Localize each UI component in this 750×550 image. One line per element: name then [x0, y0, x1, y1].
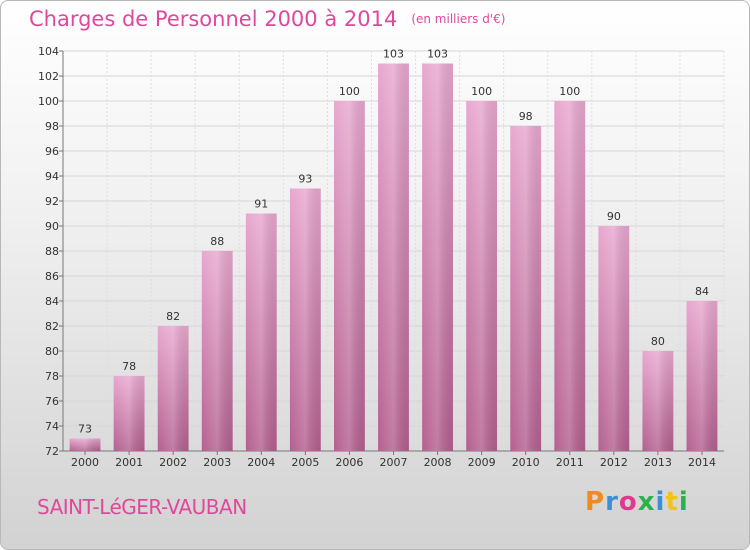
data-label: 80 [651, 335, 665, 348]
data-label: 88 [210, 235, 224, 248]
data-label: 98 [519, 110, 533, 123]
y-tick-label: 90 [45, 220, 59, 233]
x-tick-label: 2008 [424, 456, 452, 469]
y-tick-label: 84 [45, 295, 59, 308]
bar-highlight [69, 438, 101, 451]
logo-letter: r [605, 487, 619, 517]
x-tick-label: 2002 [159, 456, 187, 469]
y-tick-label: 100 [38, 95, 59, 108]
data-label: 78 [122, 360, 136, 373]
data-label: 103 [427, 48, 448, 61]
data-label: 100 [471, 85, 492, 98]
x-tick-label: 2006 [335, 456, 363, 469]
bar-highlight [289, 188, 321, 451]
y-tick-label: 78 [45, 370, 59, 383]
y-tick-label: 74 [45, 420, 59, 433]
y-tick-label: 88 [45, 245, 59, 258]
x-tick-label: 2007 [380, 456, 408, 469]
bar-highlight [378, 63, 409, 451]
bar-highlight [598, 226, 630, 451]
bar-highlight [686, 301, 718, 451]
logo-letter: t [665, 487, 679, 517]
bar-highlight [422, 63, 453, 451]
y-tick-label: 92 [45, 195, 59, 208]
data-label: 100 [559, 85, 580, 98]
x-tick-label: 2001 [115, 456, 143, 469]
y-tick-label: 96 [45, 145, 59, 158]
x-tick-label: 2003 [203, 456, 231, 469]
bar-highlight [510, 126, 542, 451]
data-label: 93 [298, 173, 312, 186]
place-name: SAINT-LéGER-VAUBAN [37, 495, 247, 519]
bar-highlight [245, 213, 277, 451]
proxiti-logo[interactable]: Proxiti [585, 487, 689, 517]
chart-subtitle: (en milliers d'€) [411, 12, 506, 26]
y-tick-label: 102 [38, 70, 59, 83]
bar-highlight [466, 101, 498, 451]
bar-highlight [554, 101, 586, 451]
x-tick-label: 2010 [512, 456, 540, 469]
y-tick-label: 94 [45, 170, 59, 183]
y-tick-label: 80 [45, 345, 59, 358]
y-tick-label: 72 [45, 445, 59, 458]
bar-highlight [642, 351, 674, 451]
x-tick-label: 2012 [600, 456, 628, 469]
y-tick-label: 82 [45, 320, 59, 333]
y-tick-label: 76 [45, 395, 59, 408]
bar-highlight [113, 376, 145, 451]
x-tick-label: 2005 [291, 456, 319, 469]
logo-letter: P [585, 487, 606, 517]
data-label: 103 [383, 48, 404, 61]
logo-letter: i [655, 487, 666, 517]
x-tick-label: 2014 [688, 456, 716, 469]
x-tick-label: 2011 [556, 456, 584, 469]
logo-letter: x [637, 487, 656, 517]
bar-highlight [334, 101, 365, 451]
bar-highlight [157, 326, 189, 451]
logo-letter: o [618, 487, 638, 517]
data-label: 73 [78, 423, 92, 436]
y-tick-label: 98 [45, 120, 59, 133]
x-tick-label: 2000 [71, 456, 99, 469]
bar-highlight [201, 251, 233, 451]
logo-letter: i [678, 487, 689, 517]
y-tick-label: 104 [38, 45, 59, 58]
data-label: 91 [254, 198, 268, 211]
x-tick-label: 2013 [644, 456, 672, 469]
y-tick-label: 86 [45, 270, 59, 283]
data-label: 82 [166, 310, 180, 323]
data-label: 100 [339, 85, 360, 98]
x-tick-label: 2009 [468, 456, 496, 469]
x-tick-label: 2004 [247, 456, 275, 469]
data-label: 90 [607, 210, 621, 223]
chart-title: Charges de Personnel 2000 à 2014 (en mill… [29, 7, 506, 31]
data-label: 84 [695, 285, 709, 298]
